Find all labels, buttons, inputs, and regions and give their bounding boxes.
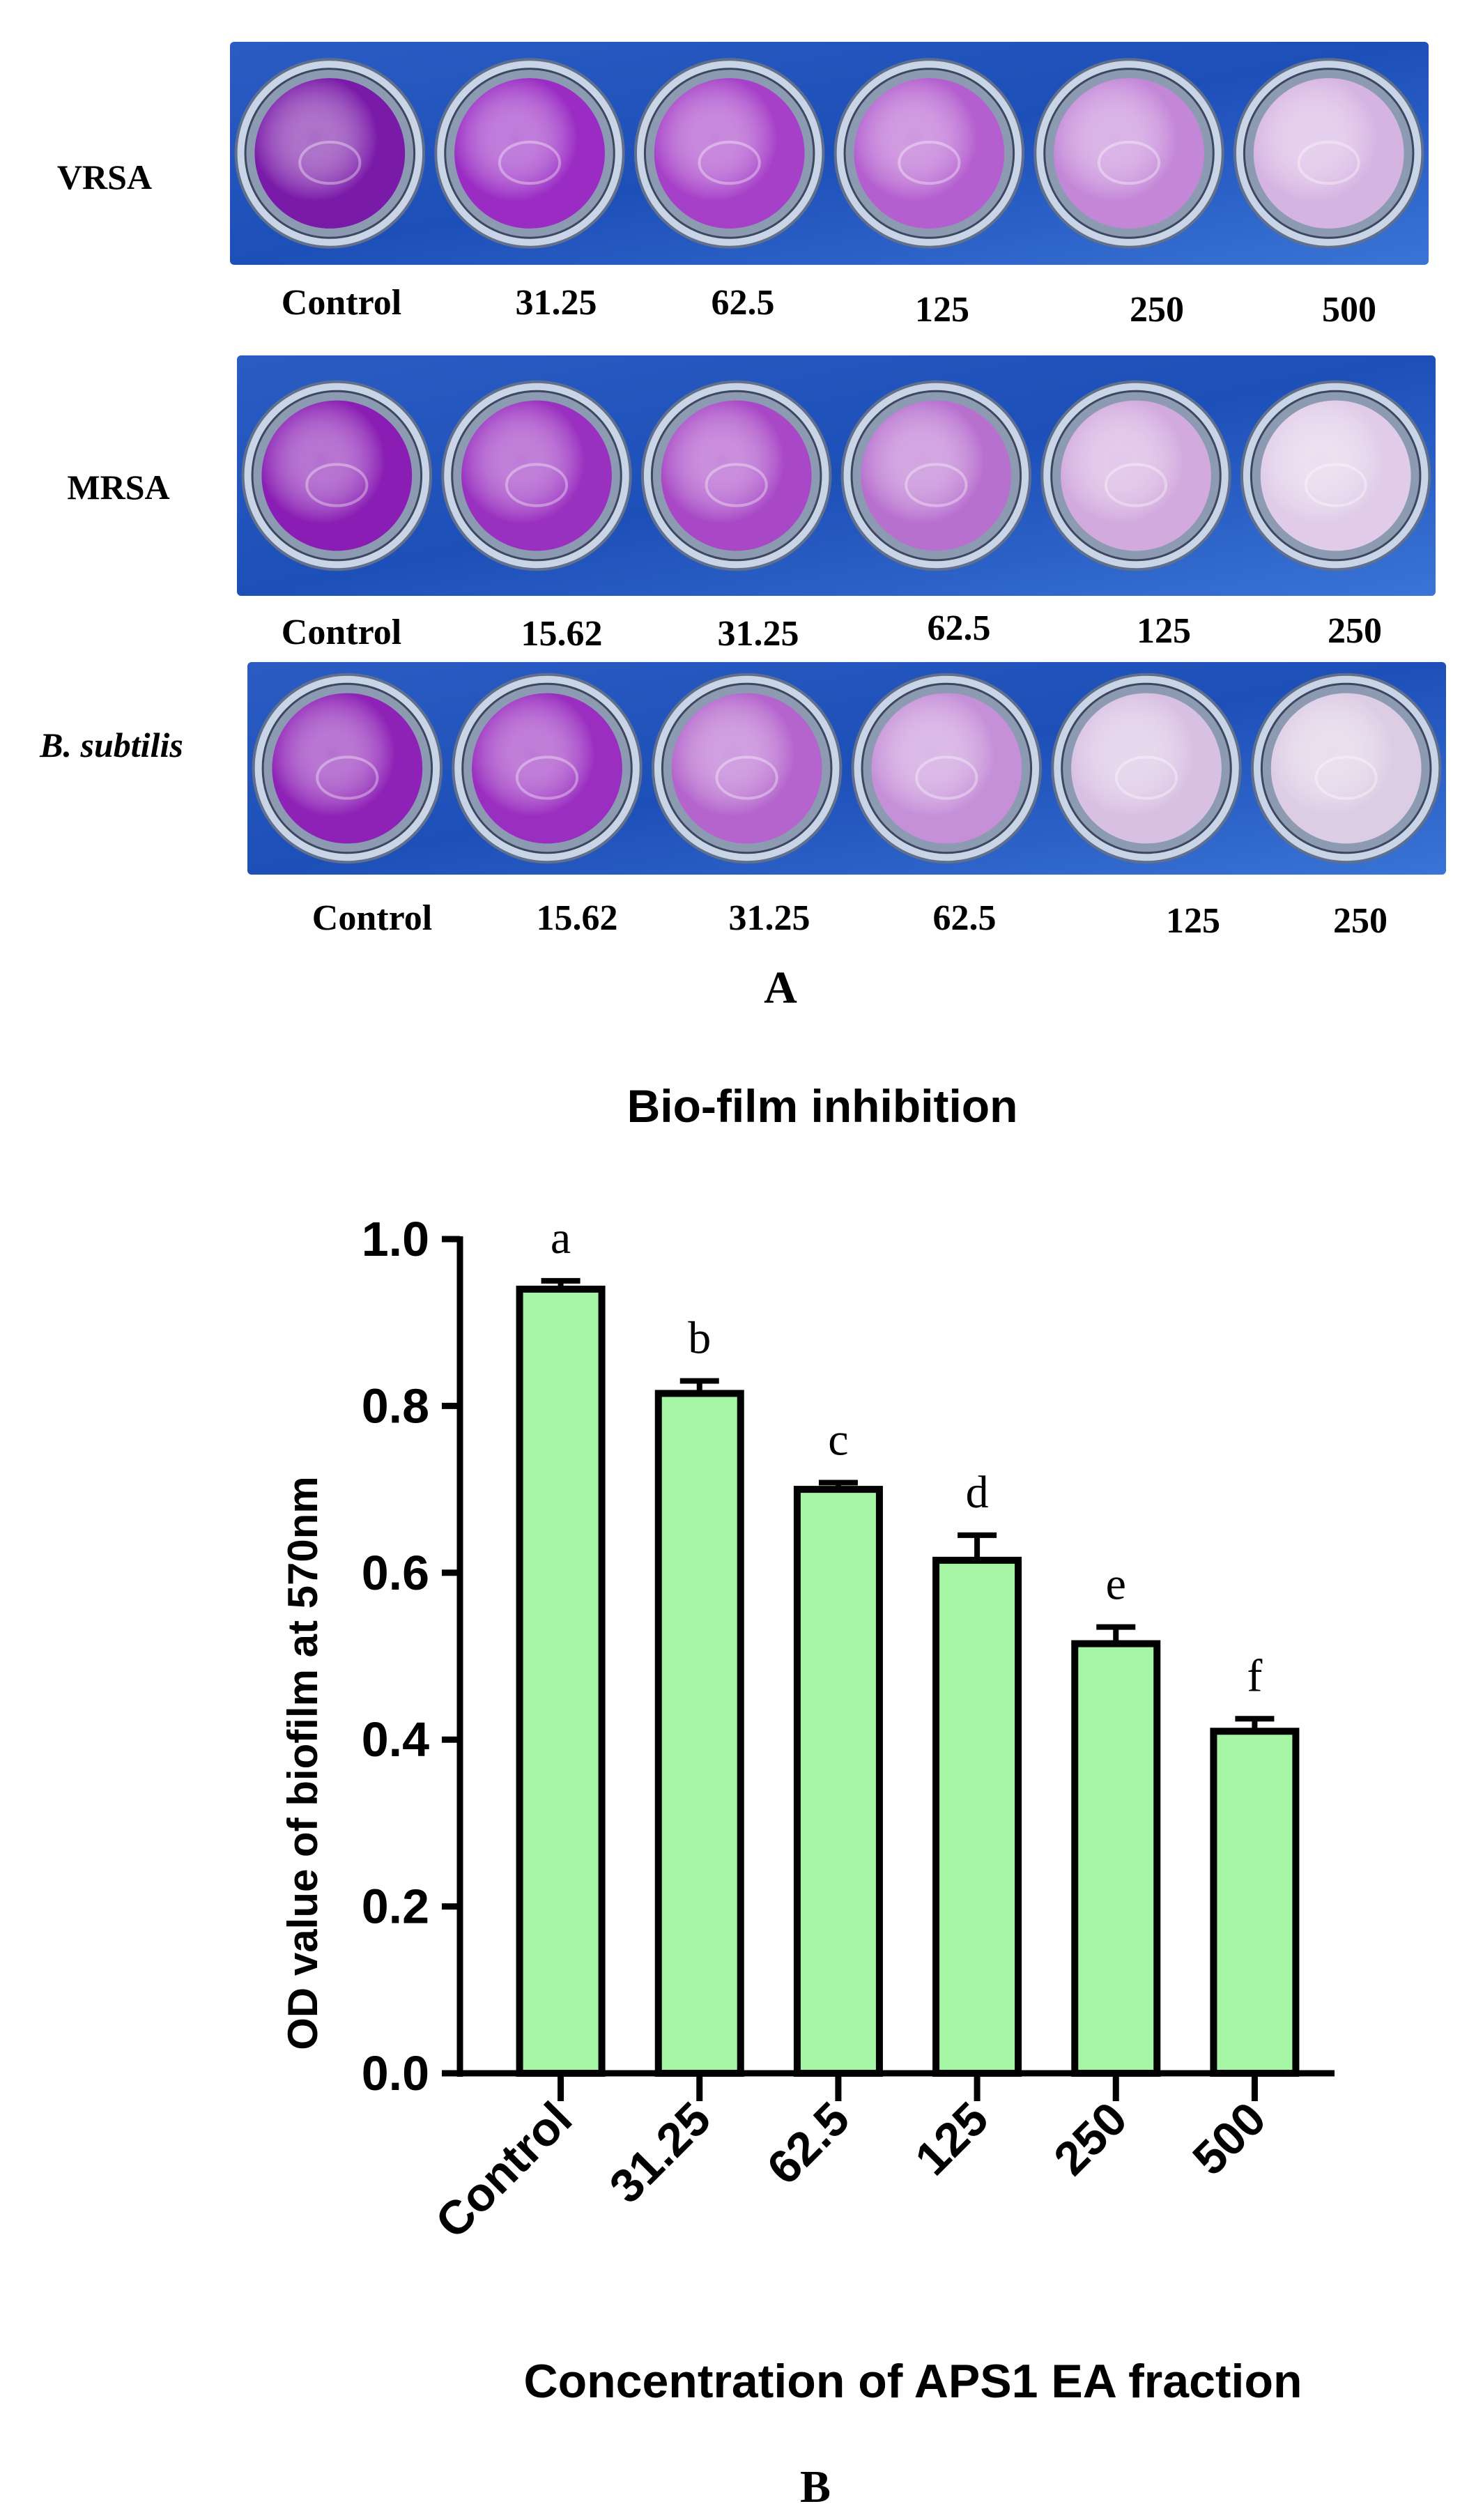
- conc-label: 125: [1166, 901, 1220, 941]
- conc-label: 31.25: [717, 614, 799, 654]
- plate-background: [230, 42, 1429, 265]
- bars: a b c d e f: [516, 1213, 1300, 2077]
- y-tick-label: 0.2: [362, 1880, 429, 1934]
- significance-letter: c: [828, 1415, 848, 1466]
- conc-label: Control: [281, 613, 402, 652]
- plate-mrsa: [237, 355, 1436, 596]
- row-label-b-subtilis: B. subtilis: [40, 725, 183, 765]
- bar: [654, 1390, 744, 2077]
- plate-b-subtilis: [247, 662, 1446, 875]
- well: [833, 58, 1025, 249]
- x-tick-label: 62.5: [757, 2092, 859, 2195]
- well: [633, 58, 825, 249]
- significance-letter: b: [688, 1312, 711, 1363]
- x-tick-label: 500: [1183, 2092, 1276, 2185]
- well: [1233, 58, 1424, 249]
- plate-mrsa-wells: [237, 355, 1436, 596]
- x-axis-label: Concentration of APS1 EA fraction: [523, 2355, 1302, 2408]
- plate-vrsa-wells: [230, 42, 1429, 265]
- conc-label: Control: [312, 898, 433, 938]
- bar: [1210, 1728, 1300, 2077]
- well: [434, 58, 625, 249]
- chart-title: Bio-film inhibition: [627, 1080, 1018, 1132]
- bar: [793, 1486, 883, 2077]
- well: [1240, 380, 1431, 571]
- well: [241, 380, 433, 571]
- significance-letter: a: [551, 1213, 571, 1263]
- conc-label: 500: [1322, 290, 1376, 330]
- conc-label: Control: [281, 283, 402, 323]
- y-tick-label: 0.6: [362, 1546, 429, 1600]
- well: [651, 673, 843, 864]
- significance-letter: e: [1106, 1559, 1126, 1610]
- conc-label: 125: [915, 290, 969, 330]
- conc-label: 62.5: [927, 608, 991, 648]
- well: [640, 380, 832, 571]
- y-tick-label: 0.8: [362, 1378, 429, 1433]
- plate-background: [237, 355, 1436, 596]
- panel-letter-a: A: [764, 962, 797, 1013]
- row-label-vrsa: VRSA: [56, 158, 153, 197]
- well: [1040, 380, 1231, 571]
- well: [441, 380, 632, 571]
- significance-letter: d: [966, 1467, 989, 1518]
- bar-chart: Bio-film inhibition OD value of biofilm …: [279, 1080, 1335, 2512]
- conc-label: 15.62: [536, 898, 618, 938]
- x-tick-label: 31.25: [599, 2092, 721, 2213]
- bar: [932, 1556, 1022, 2077]
- well: [252, 673, 443, 864]
- conc-label: 62.5: [932, 898, 997, 938]
- conc-label: 15.62: [521, 614, 603, 654]
- x-tick-label: 125: [905, 2092, 999, 2185]
- conc-label: 250: [1333, 901, 1387, 941]
- well: [234, 58, 426, 249]
- y-axis-label: OD value of biofilm at 570nm: [279, 1476, 326, 2050]
- y-tick-label: 0.0: [362, 2046, 429, 2100]
- bar: [516, 1285, 606, 2077]
- plate-vrsa: [230, 42, 1429, 265]
- y-tick-label: 0.4: [362, 1712, 429, 1767]
- well: [840, 380, 1032, 571]
- well: [1033, 58, 1224, 249]
- conc-label: 31.25: [515, 283, 597, 323]
- y-tick-label: 1.0: [362, 1212, 429, 1266]
- well: [452, 673, 643, 864]
- conc-label: 31.25: [728, 898, 810, 938]
- panel-letter-b: B: [800, 2461, 831, 2512]
- well: [851, 673, 1043, 864]
- conc-label: 125: [1137, 611, 1191, 651]
- bar: [1071, 1640, 1161, 2077]
- conc-label: 250: [1130, 290, 1184, 330]
- plate-b-subtilis-wells: [247, 662, 1446, 875]
- x-tick-label: Control: [426, 2092, 583, 2249]
- conc-label: 62.5: [711, 283, 775, 323]
- significance-letter: f: [1247, 1650, 1262, 1701]
- well: [1250, 673, 1442, 864]
- x-tick-label: 250: [1044, 2092, 1137, 2185]
- well: [1051, 673, 1242, 864]
- plate-background: [247, 662, 1446, 875]
- row-label-mrsa: MRSA: [67, 468, 170, 507]
- conc-label: 250: [1328, 611, 1382, 651]
